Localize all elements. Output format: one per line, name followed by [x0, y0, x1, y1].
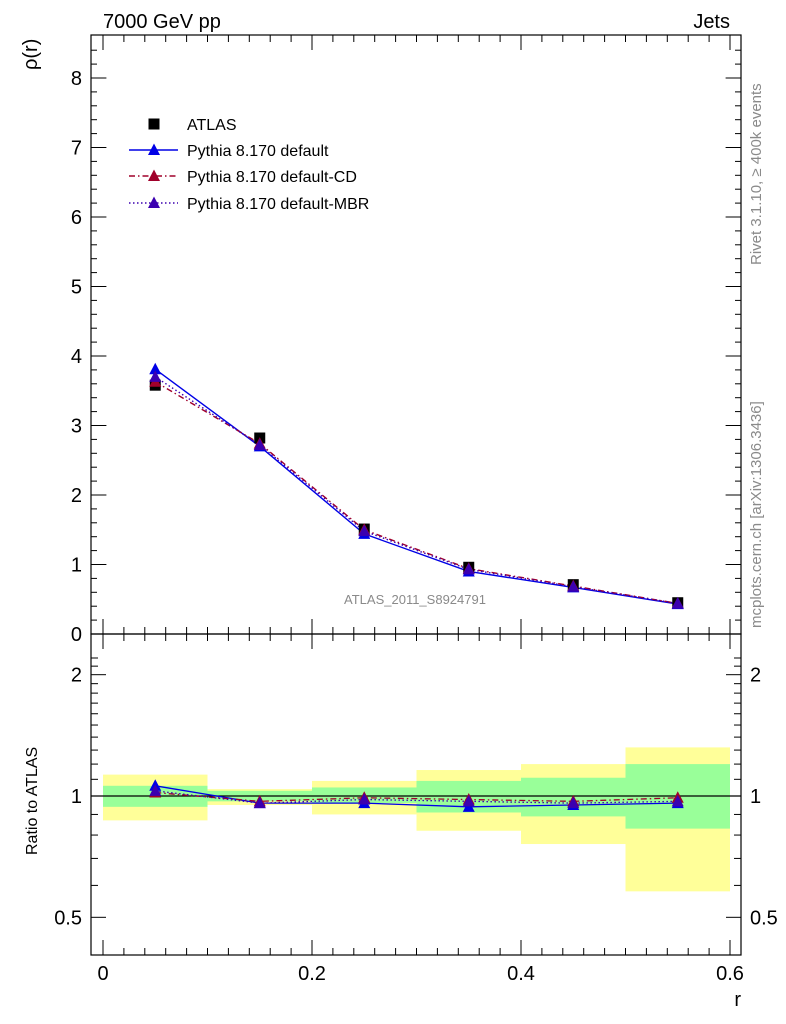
ratio-panel: 0.5 0.5 1 1 2 2 0 0.2 0.4 0.6 — [54, 633, 778, 985]
y-tick-label: 8 — [71, 68, 82, 90]
ratio-point — [567, 796, 580, 809]
ratio-y-tick-label: 0.5 — [54, 907, 82, 929]
legend-marker — [148, 143, 160, 155]
header-process-label: Jets — [693, 11, 730, 33]
y-tick-label: 7 — [71, 138, 82, 160]
y-tick-label: 3 — [71, 416, 82, 438]
ratio-point — [253, 796, 266, 809]
y-tick-label: 5 — [71, 277, 82, 299]
x-tick-label: 0.4 — [507, 963, 535, 985]
ratio-line-2 — [155, 790, 678, 804]
ratio-y-tick-label: 2 — [71, 665, 82, 687]
x-tick-label: 0.2 — [298, 963, 326, 985]
header-energy-label: 7000 GeV pp — [103, 11, 221, 33]
bottom-frame — [90, 633, 742, 956]
ratio-point — [671, 794, 684, 807]
y-tick-label: 1 — [71, 555, 82, 577]
y-tick-label: 2 — [71, 485, 82, 507]
top-y-axis-label: ρ(r) — [20, 39, 42, 70]
ratio-y-tick-label: 1 — [71, 786, 82, 808]
ratio-y-tick-label-right: 0.5 — [750, 907, 778, 929]
mc-point — [462, 562, 475, 575]
legend-label: Pythia 8.170 default — [187, 143, 329, 160]
legend: ATLAS Pythia 8.170 default Pythia 8.170 de… — [129, 117, 369, 213]
legend-label: Pythia 8.170 default-MBR — [187, 196, 369, 213]
legend-marker-atlas — [148, 118, 160, 130]
ratio-y-tick-label-right: 2 — [750, 665, 761, 687]
ratio-line-1 — [155, 791, 678, 802]
mc-point — [149, 362, 162, 375]
analysis-watermark: ATLAS_2011_S8924791 — [344, 592, 486, 607]
series-line-3 — [154, 376, 678, 605]
mcplots-label: mcplots.cern.ch [arXiv:1306.3436] — [748, 401, 765, 628]
mc-point — [149, 370, 162, 382]
x-axis-label: r — [734, 989, 741, 1011]
ratio-line-0 — [155, 785, 678, 808]
legend-marker — [148, 196, 160, 208]
mc-point — [567, 580, 580, 592]
mc-point — [671, 596, 684, 609]
ratio-point — [358, 793, 371, 805]
mc-point — [253, 438, 266, 450]
x-tick-label: 0 — [97, 963, 108, 985]
series-line-1 — [154, 368, 678, 605]
x-tick-label: 0.6 — [716, 963, 744, 985]
bottom-y-axis-label: Ratio to ATLAS — [24, 747, 41, 855]
main-panel: 0 1 2 3 4 5 6 7 8 — [71, 34, 742, 646]
ratio-point — [462, 794, 475, 807]
y-tick-label: 0 — [71, 624, 82, 646]
ratio-y-tick-label-right: 1 — [750, 786, 761, 808]
y-tick-label: 4 — [71, 346, 82, 368]
series-line-2 — [154, 381, 678, 605]
y-tick-label: 6 — [71, 207, 82, 229]
rivet-version-label: Rivet 3.1.10, ≥ 400k events — [748, 83, 765, 265]
legend-label: ATLAS — [187, 117, 237, 134]
legend-label: Pythia 8.170 default-CD — [187, 169, 357, 186]
mc-point — [358, 524, 371, 537]
ratio-point — [149, 784, 162, 796]
legend-marker — [148, 169, 160, 181]
